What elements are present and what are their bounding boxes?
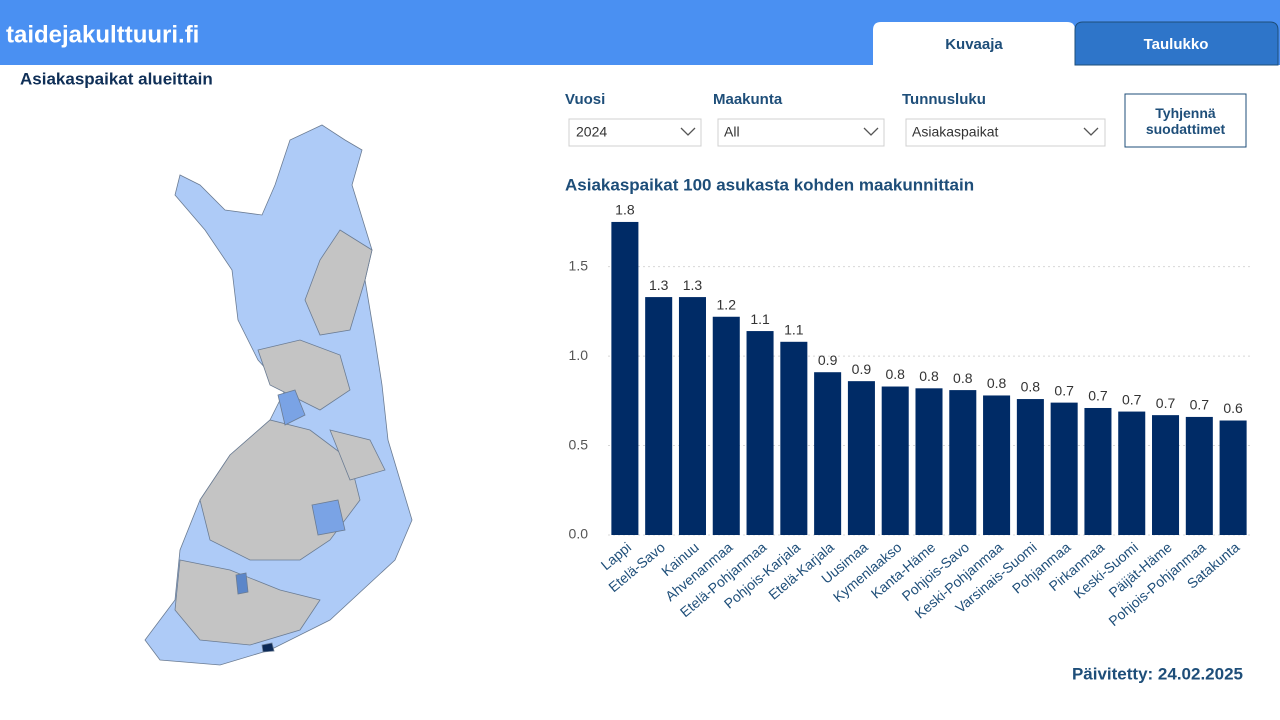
chevron [1083,127,1099,136]
filter-label: Maakunta [713,91,783,108]
updated-date: Päivitetty: 24.02.2025 [1072,664,1243,683]
bar [1185,416,1213,535]
bar [1219,420,1247,535]
data-label: 0.7 [1088,388,1108,404]
data-label: 1.3 [649,277,669,293]
chart-title: Asiakaspaikat 100 asukasta kohden maakun… [565,175,974,194]
data-label: 0.8 [885,366,905,382]
dropdown-value[interactable]: Asiakaspaikat [912,124,998,140]
bar [915,388,943,535]
bar [881,386,909,535]
y-tick-label: 0.0 [569,526,589,542]
data-label: 0.6 [1223,400,1243,416]
bar [678,297,706,535]
data-label: 1.1 [750,311,770,327]
map-title: Asiakaspaikat alueittain [20,69,213,88]
y-tick-label: 0.5 [569,436,589,452]
data-label: 0.9 [852,361,872,377]
dropdown-value[interactable]: All [724,124,740,140]
filter-label: Vuosi [565,91,605,108]
bar [1016,399,1044,535]
chevron [863,127,879,136]
data-label: 0.7 [1156,395,1176,411]
bar [1050,402,1078,535]
y-tick-label: 1.0 [569,347,589,363]
data-label: 0.9 [818,352,838,368]
data-label: 0.8 [987,375,1007,391]
site-title: taidejakulttuuri.fi [6,21,199,48]
map [144,124,413,666]
data-label: 0.8 [953,370,973,386]
clear-button-text[interactable]: Tyhjennä suodattimet [1145,104,1226,137]
clear-button-label[interactable]: Tyhjennä suodattimet [1125,94,1246,147]
filter-label: Tunnusluku [902,91,986,108]
bar [611,221,639,535]
tab[interactable] [873,22,1075,65]
bar [645,297,673,535]
bar [712,316,740,535]
data-label: 1.8 [615,202,635,218]
dropdown[interactable] [905,118,1106,147]
bar [949,390,977,535]
bar [847,381,875,535]
bar [983,395,1011,535]
bar [814,372,842,535]
bar [1118,411,1146,535]
chevron [680,127,696,136]
data-label: 1.1 [784,322,804,338]
dropdown[interactable] [717,118,885,147]
bar [746,331,774,535]
filters: Vuosi 2024 Maakunta All Tunnusluku Asiak… [565,91,1106,147]
tab-label[interactable]: Taulukko [1144,36,1209,53]
bar [1084,407,1112,535]
dropdown[interactable] [568,118,702,147]
bar [1152,415,1180,535]
data-label: 0.7 [1122,391,1142,407]
clear-button[interactable] [1124,93,1247,148]
data-label: 0.7 [1190,397,1210,413]
data-label: 1.3 [683,277,703,293]
data-label: 1.2 [717,296,737,312]
data-label: 0.8 [919,368,939,384]
tab[interactable] [1074,21,1279,66]
dropdown-value[interactable]: 2024 [576,124,607,140]
bar [780,341,808,535]
data-label: 0.8 [1021,379,1041,395]
y-tick-label: 1.5 [569,257,589,273]
tab-label[interactable]: Kuvaaja [945,36,1003,53]
data-label: 0.7 [1054,382,1074,398]
